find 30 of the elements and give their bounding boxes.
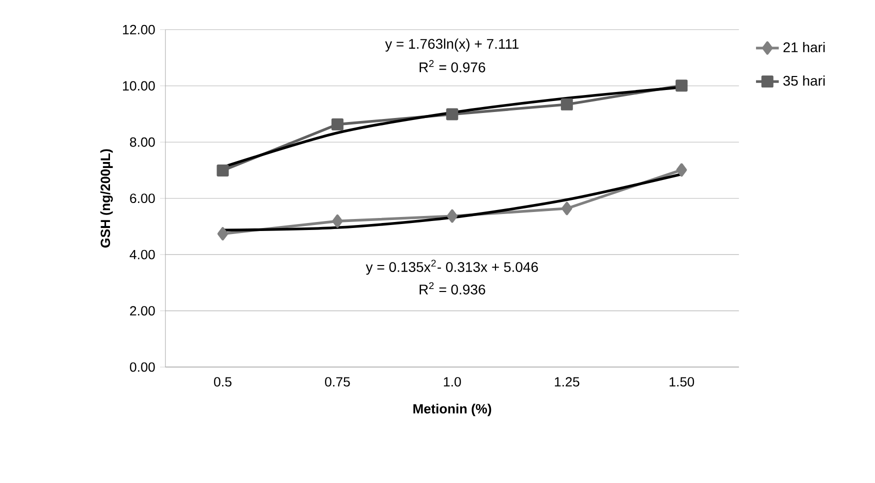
annotation: y = 1.763ln(x) + 7.111 — [385, 38, 519, 52]
x-tick-label: 1.50 — [670, 377, 694, 387]
point — [446, 209, 458, 223]
point — [676, 163, 687, 177]
point — [331, 118, 344, 130]
point — [332, 214, 343, 228]
y-tick-label: 2.00 — [130, 306, 155, 316]
y-tick-label: 0.00 — [130, 362, 155, 372]
annotation: R$^{2}$ = 0.976 — [420, 60, 486, 72]
annotation: y = 0.135x$^{2}$- 0.313x + 5.046 — [366, 260, 538, 275]
x-tick-label: 1.0 — [444, 377, 461, 387]
legend-label: 21 hari — [784, 42, 825, 52]
legend-label: 35 hari — [783, 76, 825, 86]
point — [676, 80, 688, 92]
x-tick-label: 0.75 — [325, 377, 350, 387]
x-axis-title: Metionin (%) — [413, 404, 492, 416]
y-tick-label: 10.00 — [123, 81, 155, 91]
point — [562, 202, 572, 216]
point — [446, 108, 458, 120]
y-tick-label: 6.00 — [130, 194, 155, 204]
y-tick-label: 8.00 — [130, 137, 155, 147]
x-tick-label: 0.5 — [214, 377, 232, 387]
y-tick-label: 4.00 — [130, 250, 155, 260]
point — [560, 98, 573, 110]
annotation: R$^{2}$ = 0.936 — [420, 282, 486, 295]
y-tick-label: 12.00 — [123, 24, 155, 34]
point — [216, 164, 229, 177]
point — [217, 227, 228, 241]
x-tick-label: 1.25 — [554, 377, 580, 387]
y-axis-title: GSH (ng/200µL) — [100, 149, 113, 248]
